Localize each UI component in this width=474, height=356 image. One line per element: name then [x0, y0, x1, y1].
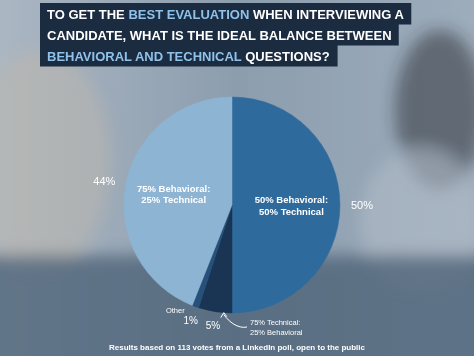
value-label: 50% — [351, 199, 373, 211]
value-label: 1% — [183, 315, 198, 326]
value-label: 5% — [206, 320, 221, 331]
background — [0, 0, 474, 356]
title-word: INTERVIEWING — [293, 7, 392, 22]
category-line: 50% Behavioral: — [255, 194, 328, 205]
title-word: GET — [65, 7, 95, 22]
title-word: QUESTIONS? — [242, 49, 330, 64]
title-word: BALANCE — [256, 28, 323, 43]
title-box — [40, 24, 399, 46]
slice — [232, 97, 340, 313]
category-line: 75% Behavioral: — [137, 183, 210, 194]
category-line: 50% Technical — [259, 206, 324, 217]
slices — [124, 97, 340, 313]
title-word: THE — [184, 28, 214, 43]
title-word: BEST — [125, 7, 163, 22]
category-line: 25% Behavioral — [250, 328, 303, 337]
labels: 50% Behavioral:50% Technical 50% 5% 75% Tec… — [93, 175, 373, 337]
title-word: IDEAL — [213, 28, 256, 43]
title-box — [40, 45, 338, 67]
title: BEHAVIORAL AND TECHNICAL QUESTIONS? — [47, 49, 330, 64]
value-label: 44% — [93, 175, 115, 187]
category-line: 25% Technical — [141, 194, 206, 205]
title-word: BEHAVIORAL — [47, 49, 132, 64]
title-word: WHAT — [126, 28, 168, 43]
title: CANDIDATE, WHAT IS THE IDEAL BALANCE BET… — [47, 28, 392, 43]
category-line: 75% Technical: — [250, 318, 300, 327]
title-word: TECHNICAL — [163, 49, 242, 64]
overlay — [0, 0, 474, 356]
category-label: Other — [166, 306, 185, 315]
footnote: Results based on 113 votes from a Linked… — [109, 343, 366, 352]
title-box — [40, 3, 411, 25]
category-label: 50% Behavioral:50% Technical — [255, 194, 328, 217]
title-word: TO — [47, 7, 65, 22]
title-word: EVALUATION — [163, 7, 249, 22]
arrow-head — [221, 313, 227, 318]
title-word: WHEN — [249, 7, 292, 22]
slice — [124, 97, 232, 305]
title-word: IS — [168, 28, 184, 43]
title-word: A — [391, 7, 404, 22]
title: TO GET THE BEST EVALUATION WHEN INTERVIE… — [47, 7, 404, 22]
title-word: CANDIDATE, — [47, 28, 126, 43]
category-label: 75% Technical:25% Behavioral — [250, 318, 303, 337]
chart: TO GET THE BEST EVALUATION WHEN INTERVIE… — [0, 0, 474, 356]
title-word: BETWEEN — [323, 28, 392, 43]
title-word: THE — [95, 7, 125, 22]
category-label: 75% Behavioral:25% Technical — [137, 183, 210, 206]
title-word: AND — [132, 49, 163, 64]
arrow — [224, 315, 247, 328]
